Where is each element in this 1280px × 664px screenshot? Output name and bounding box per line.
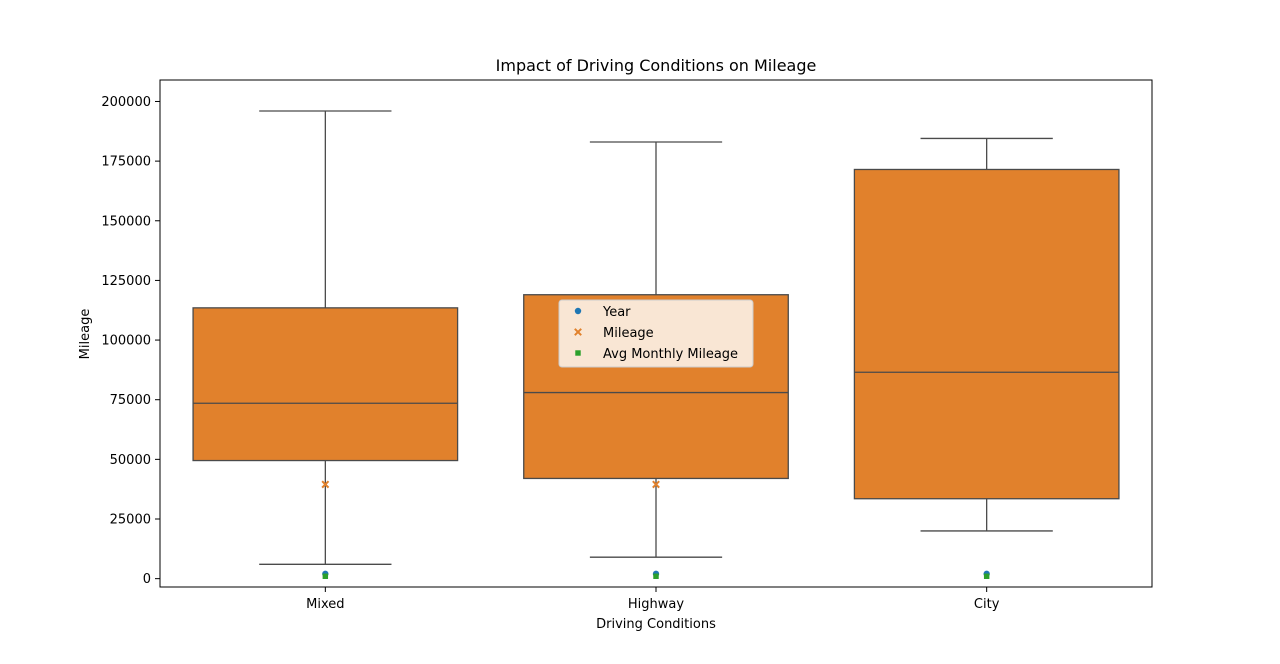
legend-marker-year <box>574 307 582 315</box>
y-tick-label: 75000 <box>110 393 151 408</box>
legend-marker-mileage <box>574 328 582 336</box>
legend-frame <box>558 299 754 368</box>
box-body <box>192 307 459 462</box>
y-tick-label: 150000 <box>101 214 151 229</box>
box-body <box>853 168 1120 500</box>
x-tick-label: Mixed <box>306 597 344 612</box>
y-tick-label: 125000 <box>101 274 151 289</box>
legend-label-avg-monthly-mileage: Avg Monthly Mileage <box>603 347 738 362</box>
legend-marker-mileage-stroke-b <box>574 328 582 336</box>
legend-label-year: Year <box>602 305 631 320</box>
legend-marker-avg-monthly-mileage <box>575 350 581 356</box>
point-mileage-mixed-stroke-b <box>321 480 330 489</box>
points-layer <box>321 480 990 579</box>
point-mileage-highway-stroke-b <box>652 480 660 489</box>
y-tick-label: 25000 <box>110 513 151 528</box>
axes-layer: 0 25000 50000 75000 100000 125000 150000 175000… <box>101 79 1153 612</box>
y-axis-label: Mileage <box>78 309 93 360</box>
box-mixed <box>192 110 459 565</box>
y-tick-label: 50000 <box>110 453 151 468</box>
x-axis-label: Driving Conditions <box>596 617 716 632</box>
y-tick-label: 100000 <box>101 334 151 349</box>
point-mileage-mixed <box>321 480 330 489</box>
point-avg-monthly-mileage-highway <box>653 573 659 579</box>
legend-label-mileage: Mileage <box>603 326 654 341</box>
box-city <box>853 137 1120 532</box>
y-tick-label: 175000 <box>101 155 151 170</box>
y-tick-label: 0 <box>143 572 151 587</box>
point-mileage-highway <box>652 480 660 489</box>
x-tick-label: Highway <box>628 597 684 612</box>
x-tick-label: City <box>974 597 1000 612</box>
point-avg-monthly-mileage-city <box>983 573 990 579</box>
y-tick-label: 200000 <box>101 95 151 110</box>
chart-title: Impact of Driving Conditions on Mileage <box>496 56 817 75</box>
point-avg-monthly-mileage-mixed <box>322 573 329 579</box>
legend: Year Mileage Avg Monthly Mileage <box>558 299 754 368</box>
